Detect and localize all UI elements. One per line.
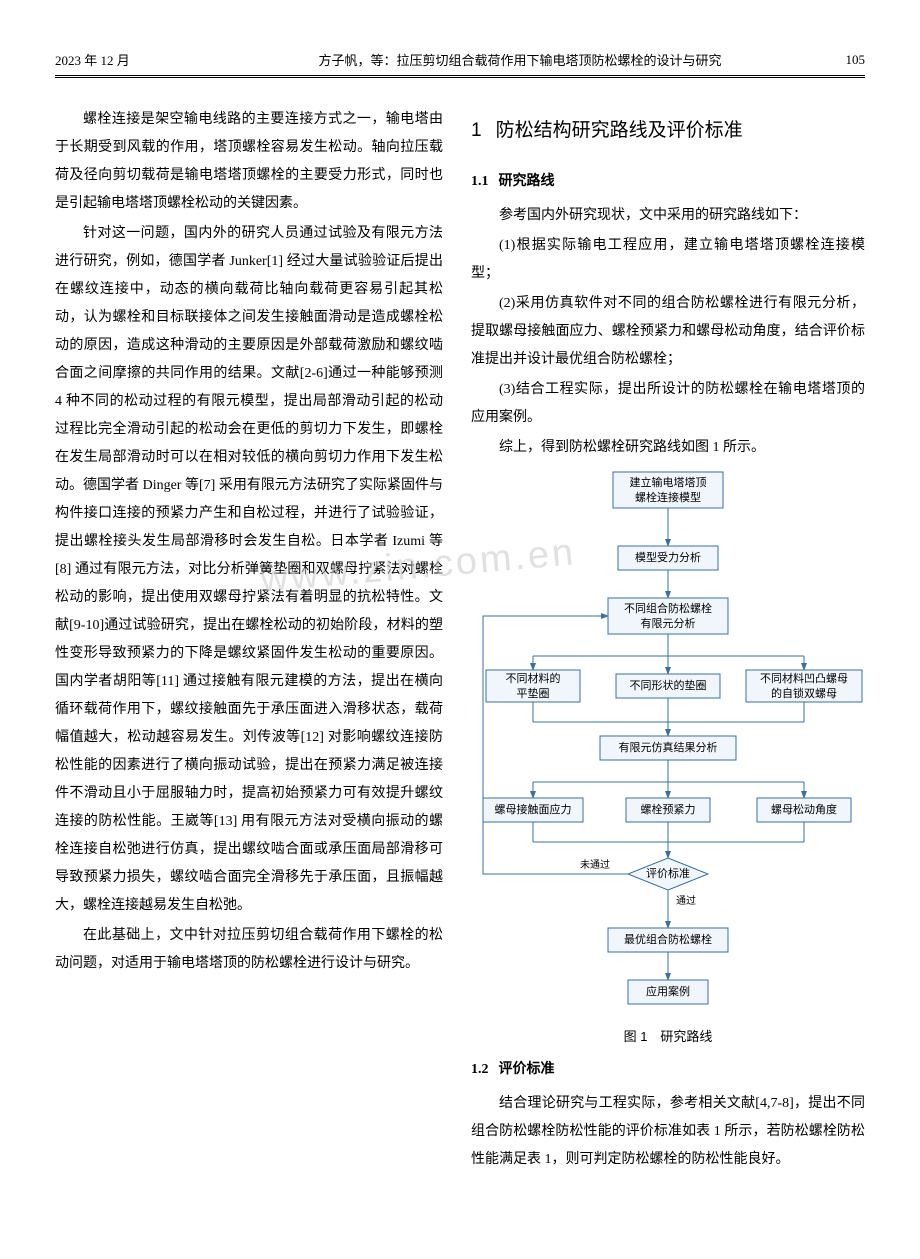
r12-para-1: 结合理论研究与工程实际，参考相关文献[4,7-8]，提出不同组合防松螺栓防松性能… bbox=[471, 1090, 865, 1174]
left-para-3: 在此基础上，文中针对拉压剪切组合载荷作用下螺栓的松动问题，对适用于输电塔塔顶的防… bbox=[55, 922, 443, 978]
left-para-2: 针对这一问题，国内外的研究人员通过试验及有限元方法进行研究，例如，德国学者 Ju… bbox=[55, 220, 443, 920]
content-area: 螺栓连接是架空输电线路的主要连接方式之一，输电塔由于长期受到风载的作用，塔顶螺栓… bbox=[55, 106, 865, 1176]
subsection-12-title: 评价标准 bbox=[499, 1062, 555, 1077]
figure-1-caption: 图 1 研究路线 bbox=[471, 1024, 865, 1050]
section-1-title: 防松结构研究路线及评价标准 bbox=[496, 120, 743, 141]
svg-text:不同组合防松螺栓: 不同组合防松螺栓 bbox=[624, 601, 712, 615]
svg-text:不同材料凹凸螺母: 不同材料凹凸螺母 bbox=[760, 671, 848, 685]
subsection-12-heading: 1.2 评价标准 bbox=[471, 1056, 865, 1084]
subsection-11-title: 研究路线 bbox=[499, 174, 555, 189]
header-date: 2023 年 12 月 bbox=[55, 50, 235, 69]
svg-text:模型受力分析: 模型受力分析 bbox=[635, 550, 701, 564]
r-para-2: (1)根据实际输电工程应用，建立输电塔塔顶螺栓连接模型； bbox=[471, 232, 865, 288]
svg-text:未通过: 未通过 bbox=[580, 858, 610, 871]
header-page-number: 105 bbox=[805, 52, 865, 68]
svg-text:螺栓连接模型: 螺栓连接模型 bbox=[635, 490, 701, 504]
subsection-12-number: 1.2 bbox=[471, 1056, 489, 1084]
r-para-4: (3)结合工程实际，提出所设计的防松螺栓在输电塔塔顶的应用案例。 bbox=[471, 376, 865, 432]
subsection-11-heading: 1.1 研究路线 bbox=[471, 168, 865, 196]
svg-text:平垫圈: 平垫圈 bbox=[517, 686, 550, 700]
svg-text:不同材料的: 不同材料的 bbox=[506, 671, 561, 685]
svg-text:评价标准: 评价标准 bbox=[646, 866, 690, 880]
page-header: 2023 年 12 月 方子帆，等：拉压剪切组合载荷作用下输电塔顶防松螺栓的设计… bbox=[55, 50, 865, 78]
svg-text:通过: 通过 bbox=[676, 894, 696, 907]
svg-text:最优组合防松螺栓: 最优组合防松螺栓 bbox=[624, 932, 712, 946]
subsection-11-number: 1.1 bbox=[471, 168, 489, 196]
svg-text:螺母接触面应力: 螺母接触面应力 bbox=[495, 802, 572, 816]
svg-text:不同形状的垫圈: 不同形状的垫圈 bbox=[630, 678, 707, 692]
section-1-number: 1 bbox=[471, 112, 482, 150]
flowchart-svg: 通过 未通过 建立输电塔塔顶螺栓连接模型模型受力分析不同组合防松螺栓有限元分析不同材… bbox=[471, 470, 865, 1018]
header-title: 方子帆，等：拉压剪切组合载荷作用下输电塔顶防松螺栓的设计与研究 bbox=[235, 50, 805, 69]
svg-text:螺栓预紧力: 螺栓预紧力 bbox=[641, 802, 696, 816]
section-1-heading: 1 防松结构研究路线及评价标准 bbox=[471, 112, 865, 150]
svg-text:有限元仿真结果分析: 有限元仿真结果分析 bbox=[619, 740, 718, 754]
figure-1: 通过 未通过 建立输电塔塔顶螺栓连接模型模型受力分析不同组合防松螺栓有限元分析不同材… bbox=[471, 470, 865, 1050]
svg-text:应用案例: 应用案例 bbox=[646, 984, 690, 998]
svg-text:的自锁双螺母: 的自锁双螺母 bbox=[771, 686, 837, 700]
r-para-1: 参考国内外研究现状，文中采用的研究路线如下： bbox=[471, 202, 865, 230]
r-para-5: 综上，得到防松螺栓研究路线如图 1 所示。 bbox=[471, 434, 865, 462]
svg-text:建立输电塔塔顶: 建立输电塔塔顶 bbox=[630, 475, 707, 489]
svg-text:有限元分析: 有限元分析 bbox=[641, 616, 696, 630]
left-column: 螺栓连接是架空输电线路的主要连接方式之一，输电塔由于长期受到风载的作用，塔顶螺栓… bbox=[55, 106, 443, 1176]
right-column: 1 防松结构研究路线及评价标准 1.1 研究路线 参考国内外研究现状，文中采用的研究… bbox=[471, 106, 865, 1176]
r-para-3: (2)采用仿真软件对不同的组合防松螺栓进行有限元分析，提取螺母接触面应力、螺栓预… bbox=[471, 290, 865, 374]
svg-text:螺母松动角度: 螺母松动角度 bbox=[771, 802, 837, 816]
left-para-1: 螺栓连接是架空输电线路的主要连接方式之一，输电塔由于长期受到风载的作用，塔顶螺栓… bbox=[55, 106, 443, 218]
